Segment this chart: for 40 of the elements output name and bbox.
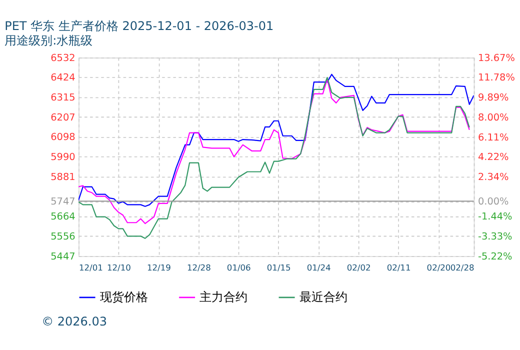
x-tick-label: 01/06: [226, 262, 251, 272]
y-tick-label: 5747: [50, 196, 76, 208]
x-tick-label: 02/02: [346, 262, 371, 272]
y2-tick-label: -1.44%: [478, 212, 512, 223]
y-tick-label: 5990: [50, 152, 76, 163]
y2-tick-label: 4.22%: [478, 152, 509, 164]
x-tick-label: 12/19: [146, 262, 171, 272]
legend-label: 最近合约: [299, 290, 348, 304]
x-tick-label: 12/10: [106, 262, 131, 272]
y-tick-label: 5556: [50, 231, 76, 242]
y-tick-label: 6532: [50, 52, 76, 64]
x-tick-label: 12/01: [78, 262, 103, 272]
y-tick-label: 5881: [50, 172, 76, 183]
chart-title: PET 华东 生产者价格 2025-12-01 - 2026-03-01: [4, 18, 274, 33]
y2-tick-label: 2.34%: [478, 172, 509, 183]
chart-subtitle: 用途级别:水瓶级: [4, 34, 93, 48]
line-series: [78, 74, 474, 207]
x-tick-label: 01/15: [266, 262, 291, 272]
y2-tick-label: 6.11%: [478, 132, 509, 144]
y2-tick-label: 0.00%: [478, 196, 509, 208]
x-tick-label: 12/28: [186, 262, 211, 272]
x-tick-label: 01/24: [306, 262, 331, 272]
x-tick-label: 02/11: [386, 262, 411, 272]
y-tick-label: 6424: [50, 72, 76, 84]
y-tick-label: 5664: [50, 212, 76, 223]
legend-label: 主力合约: [200, 290, 248, 304]
x-tick-label: 02/20: [426, 262, 451, 272]
y-tick-label: 6315: [50, 92, 76, 104]
y-tick-label: 6098: [50, 132, 76, 144]
y2-tick-label: -5.22%: [478, 251, 512, 262]
y2-tick-label: 8.00%: [478, 112, 509, 124]
y2-tick-label: 11.78%: [478, 72, 515, 84]
y-tick-label: 6207: [50, 112, 76, 124]
text: © 2026.03: [42, 314, 107, 328]
y-tick-label: 5447: [50, 251, 76, 262]
legend-label: 现货价格: [100, 290, 148, 304]
y2-tick-label: -3.33%: [478, 231, 512, 242]
y2-tick-label: 13.67%: [478, 52, 515, 64]
x-tick-label: 02/28: [450, 262, 474, 272]
y2-tick-label: 9.89%: [478, 92, 509, 104]
